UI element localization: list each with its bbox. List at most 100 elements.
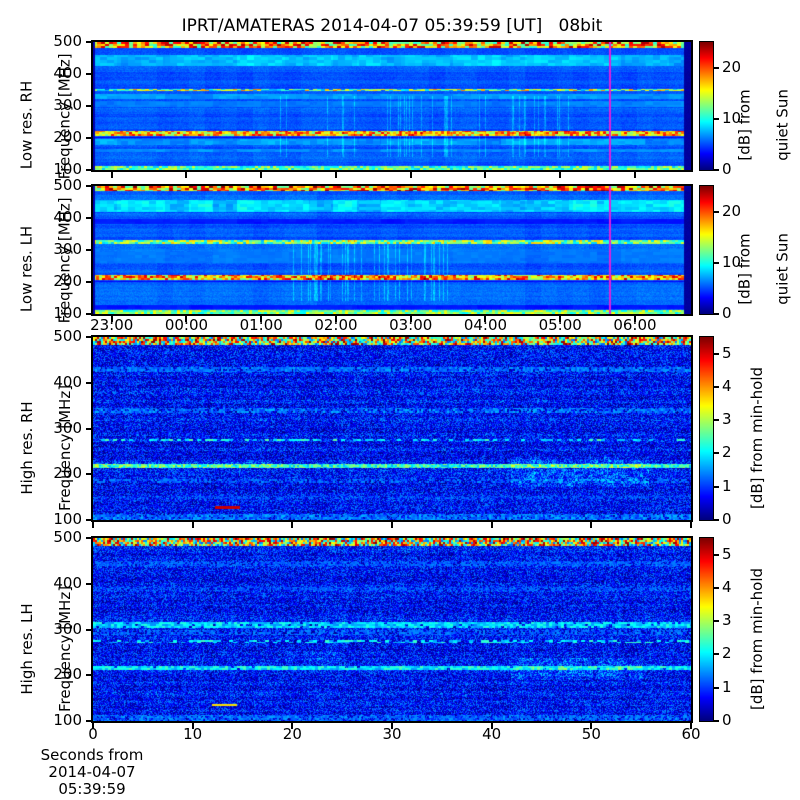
colorbar-gradient: [700, 538, 713, 721]
y-tick-label: 200: [53, 128, 82, 146]
x-tick: [409, 316, 412, 322]
x-tick: [409, 172, 412, 178]
colorbar-low-res-lh: [699, 185, 714, 315]
colorbar-tick: [714, 620, 719, 623]
y-tick-label: 500: [53, 32, 82, 50]
y-tick: [86, 473, 92, 476]
colorbar-tick-label: 3: [722, 410, 732, 429]
ylabel-line: Frequency [MHz]: [55, 384, 74, 511]
y-tick-label: 200: [53, 665, 82, 684]
y-tick: [86, 336, 92, 338]
colorbar-tick-label: 3: [722, 611, 732, 630]
y-tick-label: 400: [53, 208, 82, 226]
x-tick: [110, 172, 113, 178]
y-tick-label: 100: [53, 160, 82, 178]
time-tick-label: 23:00: [90, 316, 134, 334]
colorbar-tick-label: 10: [722, 108, 742, 127]
colorbar-low-res-rh: [699, 41, 714, 171]
x-tick: [92, 522, 94, 528]
y-tick-label: 500: [53, 176, 82, 194]
y-tick: [86, 217, 92, 219]
colorbar-tick-label: 10: [722, 252, 742, 271]
x-tick: [334, 316, 337, 322]
y-tick: [86, 582, 92, 585]
x-tick: [690, 723, 692, 729]
seconds-tick-label: 30: [382, 725, 402, 743]
high-res-lh-spectrogram: [93, 538, 691, 721]
y-tick-label: 300: [53, 240, 82, 258]
colorbar-tick-label: 1: [722, 677, 732, 696]
y-tick-label: 500: [53, 327, 82, 345]
colorbar-tick: [714, 686, 719, 689]
y-tick-label: 300: [53, 96, 82, 114]
time-tick-label: 06:00: [613, 316, 657, 334]
y-tick-label: 200: [53, 272, 82, 290]
x-tick: [590, 723, 593, 729]
x-tick: [191, 522, 194, 528]
y-tick: [86, 720, 92, 722]
x-tick: [260, 316, 263, 322]
time-tick-label: 02:00: [314, 316, 358, 334]
y-tick: [86, 537, 92, 539]
colorbar-tick: [714, 169, 719, 171]
y-tick: [86, 381, 92, 384]
x-tick: [391, 522, 393, 528]
x-tick: [185, 172, 188, 178]
colorbar-tick: [714, 385, 719, 388]
figure-title: IPRT/AMATERAS 2014-04-07 05:39:59 [UT] 0…: [181, 16, 603, 36]
panel-high-res-rh: [91, 335, 693, 522]
x-tick: [490, 723, 493, 729]
xlabel-line-1: Seconds from: [40, 746, 144, 764]
colorbar-gradient: [700, 42, 713, 170]
colorbar-tick-label: 20: [722, 57, 742, 76]
y-tick: [86, 105, 92, 107]
panel-low-res-rh: [91, 40, 693, 172]
cblabel-line: [dB] from min-hold: [748, 567, 766, 710]
y-tick: [86, 249, 92, 251]
colorbar-gradient: [700, 186, 713, 314]
x-tick: [334, 172, 337, 178]
low-res-rh-spectrogram: [93, 42, 691, 170]
colorbar-tick-label: 0: [722, 711, 732, 729]
x-tick: [484, 172, 487, 178]
y-tick-label: 300: [53, 418, 82, 437]
colorbar-high-res-rh: [699, 336, 714, 521]
xlabel-line-2: 2014-04-07 05:39:59: [48, 763, 136, 798]
y-tick-label: 100: [53, 510, 82, 528]
time-tick-label: 05:00: [538, 316, 582, 334]
y-tick: [86, 281, 92, 283]
y-tick-label: 100: [53, 304, 82, 322]
ylabel-line: Frequency [MHz]: [55, 585, 74, 712]
colorbar-tick-label: 0: [722, 304, 732, 322]
cblabel-line: [dB] from min-hold: [748, 366, 766, 509]
high-res-rh-spectrogram: [93, 337, 691, 520]
x-tick: [92, 723, 94, 729]
y-tick: [86, 628, 92, 631]
y-tick: [86, 519, 92, 521]
x-tick: [110, 316, 113, 322]
panel-low-res-lh: [91, 184, 693, 316]
colorbar-tick: [714, 117, 719, 120]
x-tick: [484, 316, 487, 322]
ylabel-line: Low res. RH: [17, 80, 36, 170]
colorbar-tick: [714, 586, 719, 589]
colorbar-tick-label: 1: [722, 476, 732, 495]
ylabel-line: Low res. LH: [17, 225, 36, 313]
y-tick-label: 400: [53, 573, 82, 592]
time-tick-label: 04:00: [463, 316, 508, 334]
y-tick: [86, 137, 92, 139]
x-tick: [490, 522, 493, 528]
cblabel-low-res-rh: [dB] from quiet Sun: [717, 71, 800, 199]
colorbar-tick-label: 5: [722, 544, 732, 563]
x-tick: [633, 172, 636, 178]
x-tick: [291, 522, 294, 528]
cblabel-high-res-lh: [dB] from min-hold: [729, 557, 786, 740]
colorbar-tick-label: 20: [722, 201, 742, 220]
cblabel-high-res-rh: [dB] from min-hold: [729, 356, 786, 539]
colorbar-tick-label: 2: [722, 443, 732, 462]
colorbar-tick-label: 0: [722, 510, 732, 528]
cblabel-line: quiet Sun: [773, 233, 792, 305]
y-tick: [86, 185, 92, 187]
colorbar-tick: [714, 519, 719, 521]
